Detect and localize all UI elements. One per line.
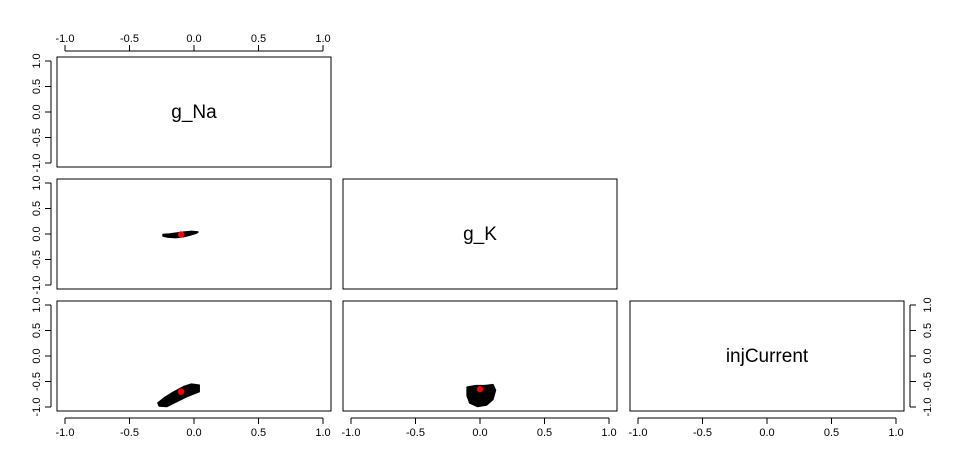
y-tick-label: 1.0 [31, 175, 43, 190]
x-tick-label: 0.5 [824, 427, 839, 439]
x-tick-label: 0.5 [251, 427, 266, 439]
x-tick-label: -1.0 [342, 427, 361, 439]
y-tick-label: -1.0 [922, 398, 934, 417]
y-tick-label: 0.5 [31, 201, 43, 216]
y-tick-label: 0.5 [31, 323, 43, 338]
y-tick-label: 0.0 [31, 348, 43, 363]
x-tick-label: -1.0 [56, 427, 75, 439]
variable-label-injcurrent: injCurrent [726, 346, 809, 367]
y-tick-label: -1.0 [31, 276, 43, 295]
diagonal-panel-g-na: g_Na [56, 56, 332, 168]
x-tick-label: 0.0 [186, 427, 201, 439]
variable-label-g-na: g_Na [171, 102, 217, 123]
panel-frame [342, 178, 618, 290]
y-tick-label: 1.0 [31, 297, 43, 312]
highlight-point [177, 231, 185, 238]
y-tick-label: -0.5 [31, 128, 43, 147]
scatter-panels [56, 178, 618, 412]
x-tick-label: 0.5 [537, 427, 552, 439]
y-tick-label: 1.0 [31, 53, 43, 68]
y-tick-label: -0.5 [31, 372, 43, 391]
y-tick-label: -0.5 [922, 372, 934, 391]
y-tick-label: 1.0 [922, 297, 934, 312]
highlight-point [476, 385, 484, 393]
panel-frame [342, 300, 618, 412]
x-tick-label: 0.5 [251, 33, 266, 45]
x-tick-label: -0.5 [120, 427, 139, 439]
diagonal-panel-injcurrent: injCurrent [629, 300, 905, 412]
x-tick-label: 0.0 [759, 427, 774, 439]
panel-frame [56, 178, 332, 290]
x-tick-label: 1.0 [888, 427, 903, 439]
diagonal-panel-g-k: g_K [342, 178, 618, 290]
x-tick-label: 1.0 [315, 33, 330, 45]
x-tick-label: -0.5 [120, 33, 139, 45]
x-tick-label: 0.0 [186, 33, 201, 45]
x-tick-label: -0.5 [406, 427, 425, 439]
panel-frame [56, 56, 332, 168]
panel-frame [629, 300, 905, 412]
point-cloud-g_k-vs-injcurrent [466, 383, 497, 408]
x-tick-label: 1.0 [315, 427, 330, 439]
y-tick-label: 0.0 [31, 104, 43, 119]
y-tick-label: -0.5 [31, 250, 43, 269]
axes: -1.0 -0.5 0.0 0.5 1.0 -1.0 -0.5 0.0 0.5 1.0 -1.0 -0… [31, 33, 934, 439]
x-tick-label: -1.0 [629, 427, 648, 439]
panel-frame [56, 300, 332, 412]
y-tick-label: 0.5 [922, 323, 934, 338]
highlight-point [177, 388, 185, 395]
point-cloud-g_na-vs-injcurrent [157, 383, 200, 408]
variable-label-g-k: g_K [463, 224, 497, 245]
y-tick-label: -1.0 [31, 154, 43, 173]
x-tick-label: -1.0 [56, 33, 75, 45]
y-tick-label: 0.0 [31, 226, 43, 241]
x-tick-label: -0.5 [693, 427, 712, 439]
y-tick-label: 0.5 [31, 79, 43, 94]
x-tick-label: 1.0 [601, 427, 616, 439]
y-tick-label: 0.0 [922, 348, 934, 363]
y-tick-label: -1.0 [31, 398, 43, 417]
x-tick-label: 0.0 [472, 427, 487, 439]
